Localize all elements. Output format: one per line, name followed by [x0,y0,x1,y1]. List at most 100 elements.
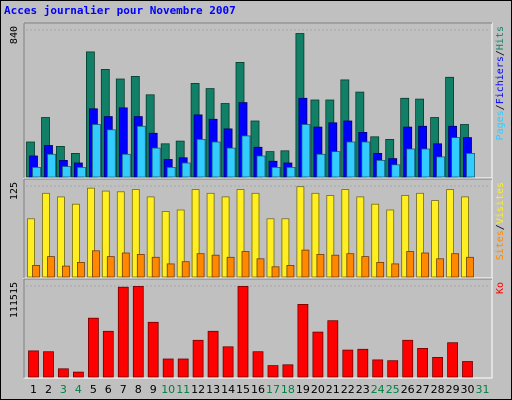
bar-ko-ko-day-27 [417,347,429,378]
bar-visites-sites-day-20 [316,253,325,278]
bar-visites-visites-day-19 [296,186,305,278]
bar-ko-ko-day-23 [357,348,369,378]
bar-ko-ko-day-30 [462,361,473,378]
x-tick-label-day-12: 12 [191,383,205,396]
bar-visites-sites-day-5 [92,250,100,278]
bar-hits-pages-day-19 [301,124,311,178]
bar-hits-pages-day-16 [256,155,266,178]
chart-title: Acces journalier pour Novembre 2007 [4,4,236,17]
bar-visites-sites-day-8 [136,253,145,278]
bar-hits-pages-day-2 [47,153,56,178]
x-tick-label-day-11: 11 [176,383,190,396]
bar-visites-visites-day-11 [176,209,185,278]
bar-visites-visites-day-25 [386,209,395,278]
x-tick-label-day-17: 17 [266,383,280,396]
legend-separator: / [495,50,506,56]
legend-separator: / [495,104,506,110]
legend-label-pages: Pages [495,110,506,140]
bar-visites-sites-day-3 [62,265,70,278]
bar-visites-visites-day-30 [461,196,469,278]
bar-visites-sites-day-26 [406,251,415,278]
bar-visites-sites-day-10 [166,263,175,278]
bar-ko-ko-day-1 [28,350,39,378]
panel-visites: 125 Sites/Visites [9,178,506,279]
bar-hits-pages-day-11 [181,162,191,178]
bar-ko-ko-day-29 [447,342,459,378]
bar-visites-visites-day-7 [116,191,125,278]
bar-visites-sites-day-2 [47,256,55,278]
bar-visites-sites-day-7 [121,252,130,278]
x-tick-label-day-2: 2 [45,383,52,396]
x-tick-label-day-4: 4 [75,383,82,396]
x-tick-label-day-16: 16 [251,383,265,396]
legend-label-visites: Visites [495,182,506,224]
bar-visites-sites-day-11 [181,261,190,278]
x-tick-label-day-6: 6 [105,383,112,396]
bar-hits-pages-day-9 [151,147,161,178]
bar-visites-visites-day-12 [191,189,200,278]
bar-hits-pages-day-27 [421,148,431,178]
bar-visites-sites-day-29 [451,253,460,278]
bar-visites-visites-day-28 [431,200,440,278]
bar-visites-sites-day-28 [436,258,445,278]
bar-visites-visites-day-27 [416,192,425,278]
bar-visites-sites-day-6 [106,256,115,278]
bar-hits-pages-day-20 [316,153,326,178]
bar-visites-sites-day-17 [271,266,280,278]
x-tick-label-day-29: 29 [446,383,460,396]
legend-label-ko: Ko [495,282,506,294]
bar-ko-ko-day-21 [327,320,339,378]
bar-hits-pages-day-29 [451,137,461,178]
bar-visites-sites-day-14 [226,256,235,278]
panel-ko: 111515 Ko [9,278,506,379]
bar-hits-pages-day-7 [121,153,131,178]
bar-hits-pages-day-21 [331,151,341,178]
bar-ko-ko-day-6 [102,330,114,378]
bar-visites-visites-day-23 [356,196,365,278]
bar-ko-ko-day-19 [297,303,309,378]
legend-text-ko: Ko [495,282,506,294]
bar-hits-pages-day-22 [346,141,356,178]
bar-visites-visites-day-4 [72,203,80,278]
bar-ko-ko-day-4 [73,371,84,378]
bar-ko-ko-day-7 [117,286,129,378]
bar-hits-pages-day-18 [286,166,296,178]
axis-max-label-hits: 840 [9,26,20,44]
bar-ko-ko-day-3 [58,368,69,378]
bar-visites-sites-day-21 [331,254,340,278]
x-tick-label-day-26: 26 [401,383,415,396]
x-tick-label-day-28: 28 [431,383,445,396]
bar-hits-pages-day-26 [406,148,416,178]
x-tick-label-day-31: 31 [476,383,490,396]
x-tick-label-day-9: 9 [150,383,157,396]
x-tick-label-day-14: 14 [221,383,235,396]
bar-visites-sites-day-16 [256,258,265,278]
bar-hits-pages-day-10 [166,166,176,178]
x-tick-label-day-5: 5 [90,383,97,396]
x-tick-label-day-23: 23 [356,383,370,396]
bar-ko-ko-day-28 [432,356,444,378]
bar-visites-visites-day-5 [87,187,95,278]
bar-ko-ko-day-14 [222,346,234,378]
bar-ko-ko-day-11 [177,358,189,378]
bar-visites-visites-day-17 [266,218,275,278]
legend-separator: / [495,224,506,230]
bar-hits-pages-day-6 [106,129,116,178]
bar-visites-visites-day-10 [161,211,170,278]
legend-label-fichiers: Fichiers [495,56,506,104]
bar-ko-ko-day-2 [43,351,54,378]
bar-hits-pages-day-8 [136,125,146,178]
x-tick-label-day-15: 15 [236,383,250,396]
bar-visites-sites-day-1 [32,264,40,278]
bar-ko-ko-day-25 [387,360,399,378]
bar-visites-visites-day-14 [221,196,230,278]
bar-ko-ko-day-9 [147,321,159,378]
bar-ko-ko-day-22 [342,349,354,378]
axis-max-label-visites: 125 [9,182,20,200]
bar-visites-sites-day-25 [391,263,400,278]
bar-ko-ko-day-8 [132,285,144,378]
bar-hits-pages-day-4 [77,166,86,178]
bar-hits-pages-day-28 [436,156,446,178]
bar-visites-visites-day-29 [446,189,455,278]
